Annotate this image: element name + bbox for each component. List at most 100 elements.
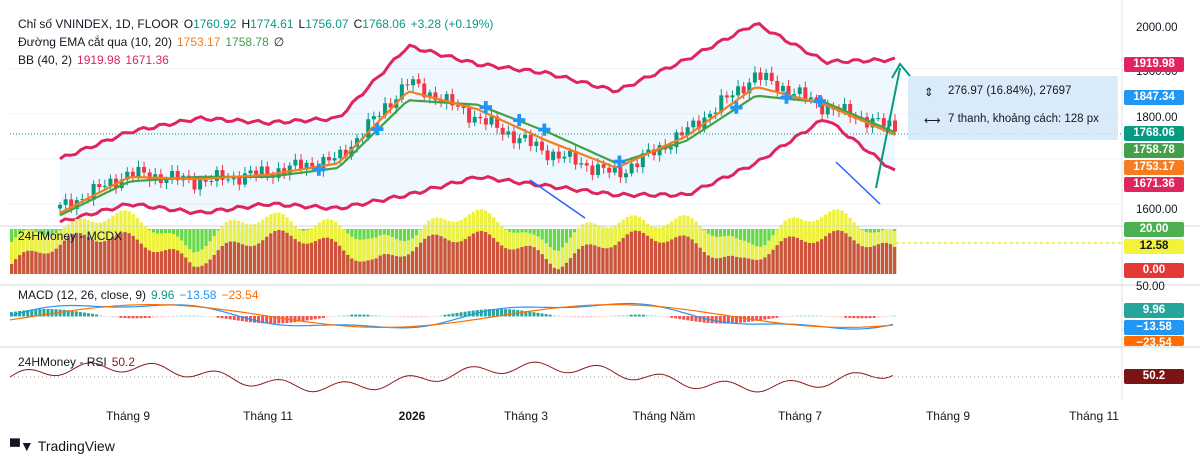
change-value: +3.28 (+0.19%) (410, 17, 494, 31)
mcdx-bar-yellow (658, 227, 662, 243)
mcdx-bar-yellow (832, 209, 836, 232)
candle-body (455, 105, 460, 107)
candle-body (590, 165, 595, 175)
tradingview-logo[interactable]: ▀▼ TradingView (10, 438, 115, 454)
macd-bar (176, 315, 180, 317)
candle-body (825, 105, 830, 115)
candle-body (893, 120, 897, 132)
ema10-line (59, 86, 896, 214)
mcdx-bar-red (58, 244, 62, 274)
candle-body (758, 72, 763, 80)
candle-body (125, 171, 130, 180)
macd-bar (601, 316, 605, 317)
candle-body (80, 199, 85, 201)
mcdx-bar-red (504, 248, 508, 274)
bb-title: BB (40, 2) (18, 53, 73, 67)
macd-bar (641, 314, 645, 317)
macd-bar (726, 316, 730, 324)
mcdx-bar-yellow (751, 244, 755, 260)
mcdx-bar-red (285, 232, 289, 274)
candle-body (427, 92, 432, 98)
mcdx-bar-red (398, 256, 403, 274)
mcdx-bar-red (706, 255, 710, 274)
mcdx-bar-yellow (860, 229, 864, 247)
mcdx-bar-yellow (419, 229, 423, 243)
mcdx-bar-yellow (172, 234, 176, 250)
candle-body (388, 103, 393, 108)
mcdx-bar-yellow (609, 226, 613, 248)
mcdx-legend[interactable]: 24HMoney - MCDX (18, 228, 127, 244)
macd-bar (30, 309, 34, 317)
mcdx-bar-red (423, 238, 427, 274)
macd-bar (419, 316, 423, 318)
mcdx-bar-red (269, 233, 273, 274)
candle-body (624, 173, 629, 178)
cross-marker-icon: ✚ (813, 94, 826, 111)
candle-body (489, 116, 494, 125)
macd-bar (479, 309, 483, 317)
mcdx-bar-yellow (666, 224, 670, 242)
macd-bar (297, 316, 301, 322)
ema-cross-markers: ✚ ✚ ✚ ✚ ✚ ✚ ✚ ✚ ✚ (312, 91, 826, 180)
macd-bar (354, 314, 358, 317)
candle-body (506, 131, 511, 135)
mcdx-bar-red (10, 264, 14, 274)
macd-legend[interactable]: MACD (12, 26, close, 9) 9.96 −13.58 −23.54 (18, 287, 264, 303)
mcdx-bar-yellow (338, 225, 342, 246)
mcdx-bar-red (629, 231, 633, 274)
ema-legend[interactable]: Đường EMA cắt qua (10, 20) 1753.17 1758.78… (18, 34, 289, 50)
time-tick: 2026 (398, 409, 426, 423)
cross-marker-icon: ✚ (780, 91, 793, 108)
price-tick-1600: 1600.00 (1136, 204, 1178, 216)
candle-body (511, 131, 516, 144)
mcdx-bar-red (767, 254, 771, 274)
mcdx-bar-red (261, 240, 265, 274)
candle-body (321, 156, 326, 171)
bollinger-lower-line (59, 118, 896, 224)
candle-body (383, 103, 388, 116)
mcdx-bar-red (581, 246, 585, 274)
macd-bar (540, 313, 544, 317)
macd-bar (155, 316, 159, 318)
mcdx-bar-red (410, 251, 415, 274)
mcdx-bar-red (755, 260, 759, 274)
macd-bar (451, 313, 455, 317)
mcdx-bar-yellow (694, 221, 698, 244)
mcdx-bar-yellow (325, 219, 330, 238)
mcdx-bar-red (62, 240, 66, 274)
mcdx-bar-red (637, 231, 642, 274)
macd-bar (860, 316, 864, 319)
macd-bar (836, 316, 840, 318)
candle-body (298, 159, 303, 170)
mcdx-bar-yellow (439, 218, 443, 237)
macd-bar (366, 314, 370, 317)
macd-bar (180, 315, 184, 317)
mcdx-bar-yellow (836, 209, 840, 231)
candle-body (355, 138, 360, 147)
macd-bar (439, 315, 443, 317)
mcdx-bar-red (443, 238, 447, 274)
mcdx-bar-yellow (597, 225, 601, 247)
candle-body (483, 118, 488, 125)
bb-legend[interactable]: BB (40, 2) 1919.98 1671.36 (18, 52, 174, 68)
symbol-title[interactable]: Chỉ số VNINDEX, 1D, FLOOR (18, 17, 179, 31)
mcdx-bar-red (872, 245, 876, 274)
candle-body (422, 83, 427, 98)
mcdx-bar-yellow (188, 249, 192, 263)
mcdx-bar-yellow (14, 237, 18, 260)
macd-bar (512, 309, 516, 317)
rsi-legend[interactable]: 24HMoney - RSI 50.2 (18, 354, 140, 370)
macd-bar (536, 312, 540, 317)
mcdx-bar-red (216, 250, 220, 274)
mcdx-bar-yellow (305, 230, 309, 244)
mcdx-bar-yellow (382, 234, 386, 255)
mcdx-bar-red (496, 241, 500, 274)
mcdx-bar-yellow (99, 222, 103, 243)
mcdx-bar-yellow (617, 222, 621, 242)
mcdx-bar-red (163, 250, 168, 274)
macd-bar (463, 311, 467, 317)
mcdx-bar-yellow (779, 224, 783, 242)
macd-bar (722, 316, 726, 324)
macd-bar (115, 316, 119, 318)
